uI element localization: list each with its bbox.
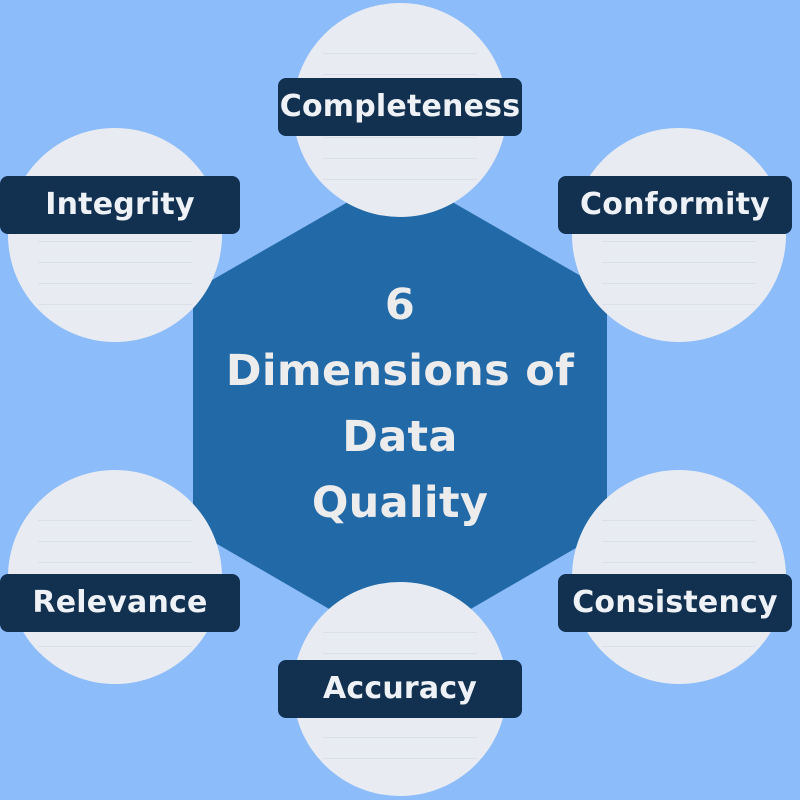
label-accuracy: Accuracy (278, 660, 522, 718)
label-completeness: Completeness (278, 78, 522, 136)
label-integrity: Integrity (0, 176, 240, 234)
label-conformity: Conformity (558, 176, 792, 234)
title-line-data: Data (342, 412, 458, 462)
diagram-title: 6 Dimensions of Data Quality (200, 272, 600, 536)
title-line-quality: Quality (311, 478, 489, 528)
circle-integrity (8, 128, 222, 342)
label-relevance: Relevance (0, 574, 240, 632)
title-line-dimensions: Dimensions of (225, 346, 575, 396)
circle-conformity (572, 128, 786, 342)
label-consistency: Consistency (558, 574, 792, 632)
title-line-number: 6 (384, 280, 416, 330)
hexagon-shape (193, 172, 607, 650)
